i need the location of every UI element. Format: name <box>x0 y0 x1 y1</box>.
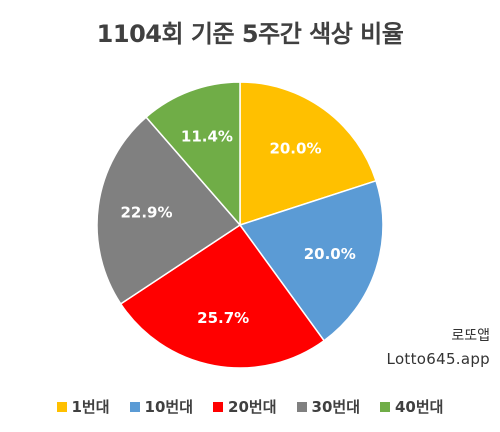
watermark-url: Lotto645.app <box>386 350 490 368</box>
legend-item-2: 10번대 <box>129 396 194 417</box>
watermark-brand: 로또앱 <box>451 328 490 344</box>
pie-labels: 20.0% 20.0% 25.7% 22.9% 11.4% <box>120 128 355 327</box>
pie-slice-4 <box>96 116 242 305</box>
chart-legend: 1번대 10번대 20번대 30번대 40번대 <box>0 396 500 417</box>
pie-slices <box>96 81 384 369</box>
pie-data-label-4: 22.9% <box>120 203 172 221</box>
legend-label: 30번대 <box>311 398 360 416</box>
pie-slice-5 <box>145 81 241 228</box>
legend-swatch <box>380 401 390 412</box>
legend-label: 1번대 <box>71 398 110 416</box>
legend-item-3: 20번대 <box>213 396 277 417</box>
legend-label: 40번대 <box>395 398 444 416</box>
pie-slice-3 <box>119 223 326 369</box>
legend-item-5: 40번대 <box>380 396 443 417</box>
chart-title: 1104회 기준 5주간 색상 비율 <box>96 20 404 48</box>
legend-swatch <box>213 401 224 412</box>
legend-swatch <box>296 401 307 412</box>
legend-label: 20번대 <box>228 398 277 416</box>
legend-swatch <box>129 401 140 412</box>
legend-swatch <box>56 401 67 412</box>
pie-data-label-1: 20.0% <box>269 140 321 158</box>
legend-item-4: 30번대 <box>296 396 360 417</box>
legend-label: 10번대 <box>144 398 194 416</box>
pie-data-label-5: 11.4% <box>181 128 233 146</box>
legend-item-1: 1번대 <box>56 396 110 417</box>
pie-slice-1 <box>239 81 377 227</box>
pie-data-label-3: 25.7% <box>197 309 249 327</box>
pie-data-label-2: 20.0% <box>304 245 356 263</box>
pie-slice-2 <box>238 179 384 342</box>
